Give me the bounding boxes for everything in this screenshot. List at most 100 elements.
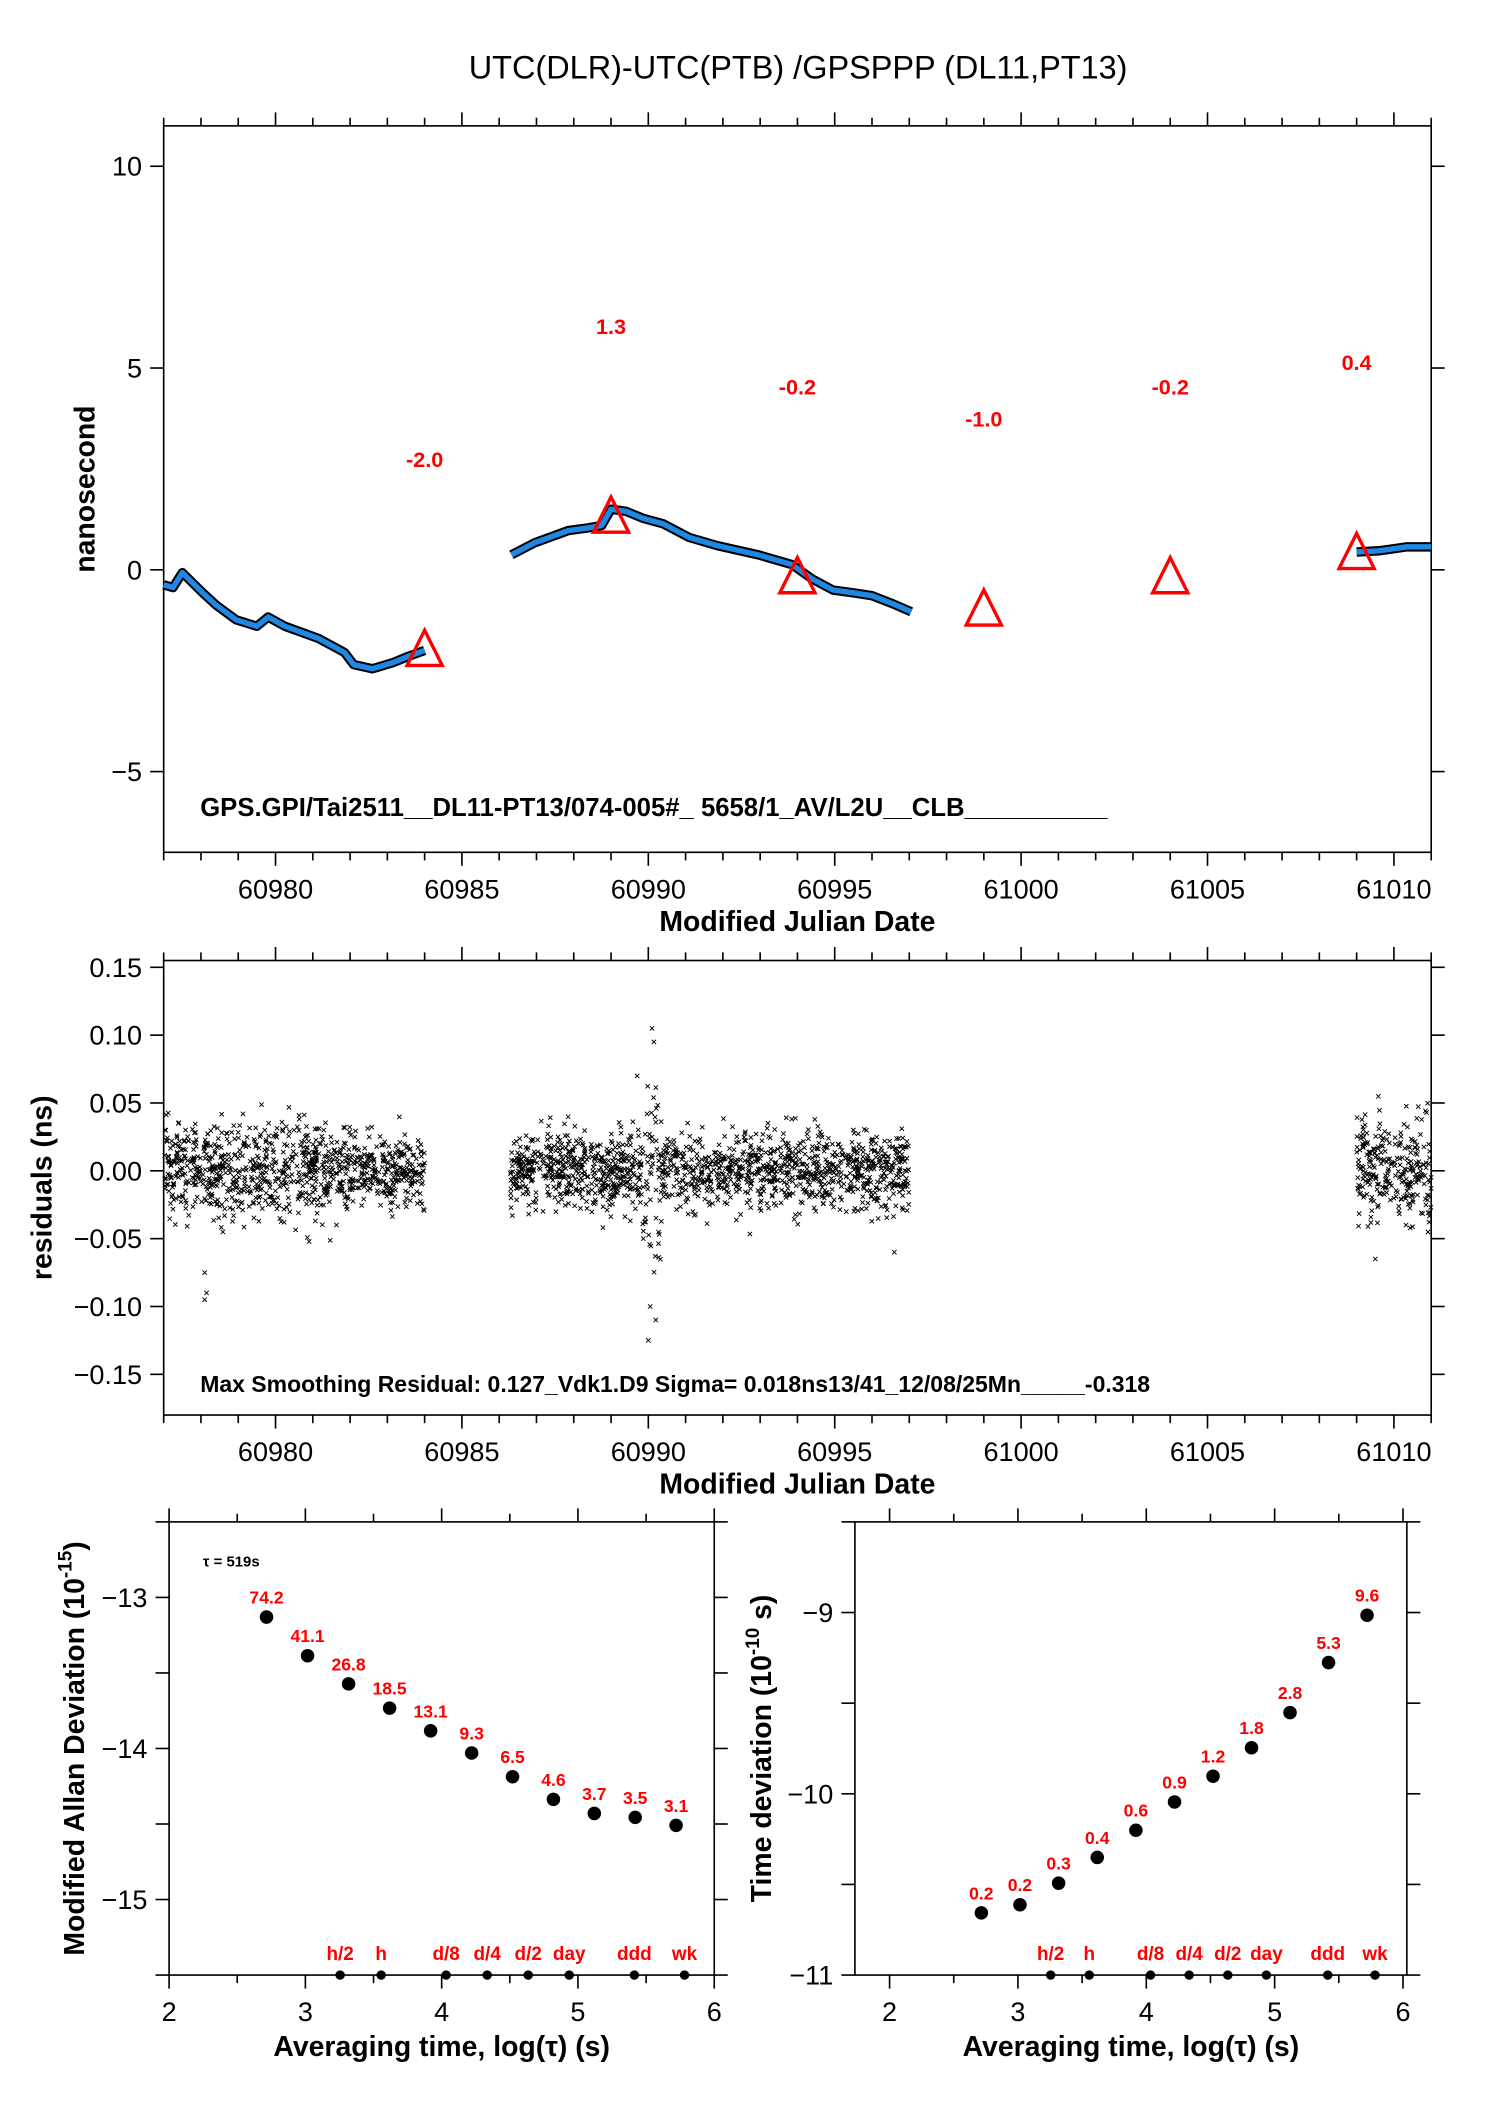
residual-point (231, 1213, 237, 1219)
residual-point (746, 1169, 752, 1175)
residual-point (692, 1138, 698, 1144)
residual-point (304, 1123, 310, 1129)
residual-point (250, 1200, 256, 1206)
residual-point (301, 1112, 307, 1118)
residual-point (755, 1170, 761, 1176)
deviation-point (423, 1724, 438, 1738)
residual-point (359, 1171, 365, 1177)
residual-point (183, 1181, 189, 1187)
residual-point (216, 1215, 222, 1221)
residual-point (899, 1126, 905, 1132)
residual-point (328, 1174, 334, 1180)
residual-point (627, 1133, 633, 1139)
residual-point (1407, 1201, 1413, 1207)
deviation-value-label: 0.6 (1124, 1801, 1149, 1821)
residual-point (742, 1137, 748, 1143)
residual-point (282, 1180, 288, 1186)
residual-point (885, 1154, 891, 1160)
residual-point (253, 1142, 259, 1148)
residual-point (197, 1155, 203, 1161)
residual-point (692, 1184, 698, 1190)
residual-point (807, 1182, 813, 1188)
residual-point (244, 1134, 250, 1140)
residual-point (296, 1116, 302, 1122)
deviation-value-label: 3.1 (664, 1796, 689, 1816)
residual-point (758, 1152, 764, 1158)
residual-point (526, 1211, 532, 1217)
residual-point (1374, 1181, 1380, 1187)
residual-point (237, 1151, 243, 1157)
residual-point (692, 1186, 698, 1192)
residual-point (749, 1159, 755, 1165)
reference-mark-label: h/2 (1037, 1944, 1064, 1965)
residual-point (786, 1154, 792, 1160)
residual-point (671, 1162, 677, 1168)
residual-point (192, 1173, 198, 1179)
residual-point (284, 1143, 290, 1149)
residual-point (829, 1141, 835, 1147)
residual-point (792, 1115, 798, 1121)
residual-point (1398, 1139, 1404, 1145)
residual-point (397, 1151, 403, 1157)
residual-point (1374, 1152, 1380, 1158)
residual-point (1402, 1193, 1408, 1199)
residual-point (854, 1156, 860, 1162)
residual-point (299, 1139, 305, 1145)
residual-point (337, 1146, 343, 1152)
residual-point (175, 1143, 181, 1149)
residual-point (203, 1140, 209, 1146)
triangle-marker (777, 553, 818, 595)
residual-point (382, 1155, 388, 1161)
residual-point (868, 1166, 874, 1172)
residual-point (1398, 1133, 1404, 1139)
residual-point (698, 1169, 704, 1175)
residual-point (591, 1201, 597, 1207)
residual-point (389, 1156, 395, 1162)
residual-point (746, 1151, 752, 1157)
residual-point (848, 1178, 854, 1184)
residual-point (609, 1165, 615, 1171)
residual-point (214, 1170, 220, 1176)
residual-point (715, 1157, 721, 1163)
residual-point (238, 1189, 244, 1195)
residual-point (277, 1215, 283, 1221)
residual-point (577, 1205, 583, 1211)
residual-point (837, 1160, 843, 1166)
residual-point (395, 1172, 401, 1178)
residual-point (361, 1160, 367, 1166)
residual-point (646, 1232, 652, 1238)
residual-point (1416, 1172, 1422, 1178)
residual-point (790, 1174, 796, 1180)
residual-point (890, 1164, 896, 1170)
residual-point (808, 1171, 814, 1177)
residual-point (752, 1152, 758, 1158)
residual-point (523, 1173, 529, 1179)
residual-point (689, 1157, 695, 1163)
residual-point (232, 1136, 238, 1142)
residual-point (1364, 1141, 1370, 1147)
residual-point (664, 1170, 670, 1176)
residual-point (399, 1177, 405, 1183)
residual-point (600, 1225, 606, 1231)
residual-point (705, 1164, 711, 1170)
residual-point (886, 1196, 892, 1202)
residual-point (1385, 1178, 1391, 1184)
residual-point (570, 1148, 576, 1154)
residual-point (261, 1163, 267, 1169)
residual-point (256, 1155, 262, 1161)
residual-point (556, 1184, 562, 1190)
residual-point (294, 1179, 300, 1185)
residual-point (369, 1166, 375, 1172)
residual-point (584, 1157, 590, 1163)
residual-point (566, 1182, 572, 1188)
residual-point (333, 1170, 339, 1176)
residual-point (508, 1171, 514, 1177)
residual-point (233, 1179, 239, 1185)
residual-point (219, 1130, 225, 1136)
residual-point (802, 1151, 808, 1157)
residual-point (178, 1147, 184, 1153)
y-axis-label-text: Modified Allan Deviation (10 (59, 1578, 91, 1956)
residual-point (214, 1144, 220, 1150)
residual-point (356, 1147, 362, 1153)
residual-point (1383, 1173, 1389, 1179)
